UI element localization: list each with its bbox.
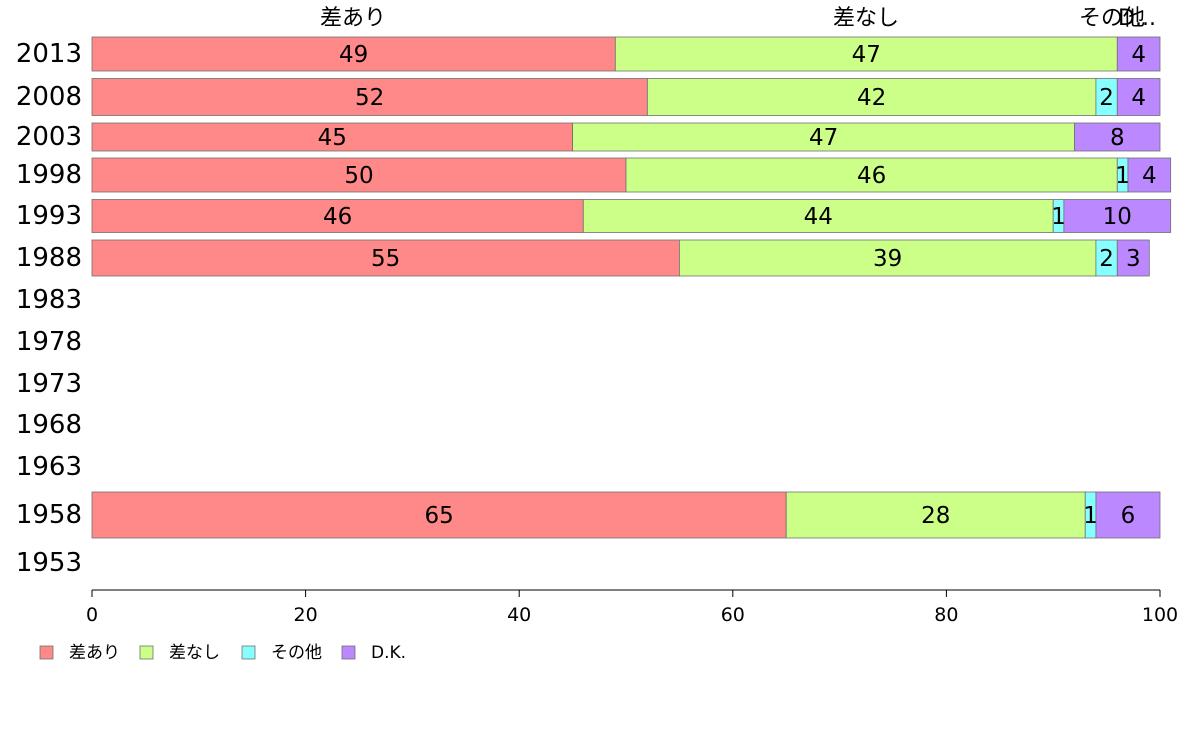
legend-swatch-1 [139,645,154,660]
bar-1988-series-0 [91,239,680,277]
value-label-2013-series-0: 49 [339,42,368,68]
year-label-2013: 2013 [16,39,82,69]
bar-2008-series-1 [646,78,1097,116]
value-label-1993-series-1: 44 [804,204,833,230]
year-label-1958: 1958 [16,500,82,530]
year-label-1993: 1993 [16,201,82,231]
year-label-2003: 2003 [16,122,82,152]
bar-2013-series-3 [1116,36,1161,72]
legend-swatch-2 [241,645,256,660]
x-tick-label-100: 100 [1142,604,1178,626]
value-label-1998-series-0: 50 [344,163,373,189]
legend-swatch-0 [39,645,54,660]
value-label-1958-series-0: 65 [424,503,453,529]
bar-1998-series-1 [625,157,1118,193]
bar-2008-series-0 [91,78,648,116]
bar-2013-series-0 [91,36,616,72]
value-label-1993-series-2: 1 [1051,204,1066,230]
value-label-1998-series-3: 4 [1142,163,1157,189]
value-label-1998-series-1: 46 [857,163,886,189]
year-label-2008: 2008 [16,82,82,112]
value-label-1998-series-2: 1 [1115,163,1130,189]
year-label-1968: 1968 [16,410,82,440]
bar-1993-series-0 [91,199,584,233]
legend-label-1: 差なし [169,643,220,663]
value-label-1988-series-3: 3 [1126,246,1141,272]
x-tick-label-40: 40 [507,604,531,626]
bar-1993-series-3 [1063,199,1172,233]
legend: 差あり 差なし その他 D.K. [39,643,406,663]
value-label-2008-series-3: 4 [1131,85,1146,111]
value-label-1988-series-2: 2 [1099,246,1114,272]
bar-1998-series-0 [91,157,627,193]
legend-label-2: その他 [271,643,322,663]
value-label-2013-series-1: 47 [852,42,881,68]
bar-2008-series-3 [1116,78,1161,116]
x-tick-label-60: 60 [721,604,745,626]
value-label-1993-series-3: 10 [1103,204,1132,230]
value-label-2003-series-1: 47 [809,125,838,151]
x-tick-label-20: 20 [294,604,318,626]
value-label-2008-series-1: 42 [857,85,886,111]
x-tick-label-0: 0 [86,604,98,626]
bar-2003-series-3 [1074,122,1161,152]
bar-1993-series-1 [582,199,1054,233]
bar-1958-series-1 [785,491,1086,539]
bar-2003-series-1 [572,122,1075,152]
top-label-3: D... [1118,6,1156,31]
year-label-1978: 1978 [16,327,82,357]
bar-2003-series-0 [91,122,574,152]
bar-1958-series-3 [1095,491,1161,539]
top-series-labels: 差あり 差なし その他D... [320,6,1156,31]
value-label-1958-series-2: 1 [1083,503,1098,529]
top-label-1: 差なし [833,6,899,31]
legend-swatch-3 [341,645,356,660]
value-label-2008-series-2: 2 [1099,85,1114,111]
bar-2013-series-1 [614,36,1118,72]
year-label-1973: 1973 [16,369,82,399]
x-axis: 0 20 40 60 80 100 [86,589,1178,626]
bar-1988-series-3 [1116,239,1150,277]
value-label-1993-series-0: 46 [323,204,352,230]
x-tick-label-80: 80 [934,604,958,626]
value-label-1958-series-1: 28 [921,503,950,529]
bar-1958-series-0 [91,491,787,539]
year-labels: 2013 2008 2003 1998 1993 1988 1983 1978 1973 1968… [16,39,82,578]
value-label-1958-series-3: 6 [1121,503,1136,529]
year-label-1988: 1988 [16,243,82,273]
value-label-2008-series-0: 52 [355,85,384,111]
legend-label-3: D.K. [371,643,406,663]
year-label-1983: 1983 [16,285,82,315]
value-label-2013-series-3: 4 [1131,42,1146,68]
value-label-2003-series-0: 45 [318,125,347,151]
top-label-2: その他 [1079,6,1145,31]
value-label-2003-series-3: 8 [1110,125,1125,151]
legend-label-0: 差あり [69,643,120,663]
year-label-1953: 1953 [16,548,82,578]
bar-1988-series-1 [679,239,1097,277]
year-label-1998: 1998 [16,160,82,190]
top-label-0: 差あり [320,6,386,31]
value-label-1988-series-0: 55 [371,246,400,272]
bar-1998-series-3 [1127,157,1172,193]
value-label-1988-series-1: 39 [873,246,902,272]
year-label-1963: 1963 [16,452,82,482]
